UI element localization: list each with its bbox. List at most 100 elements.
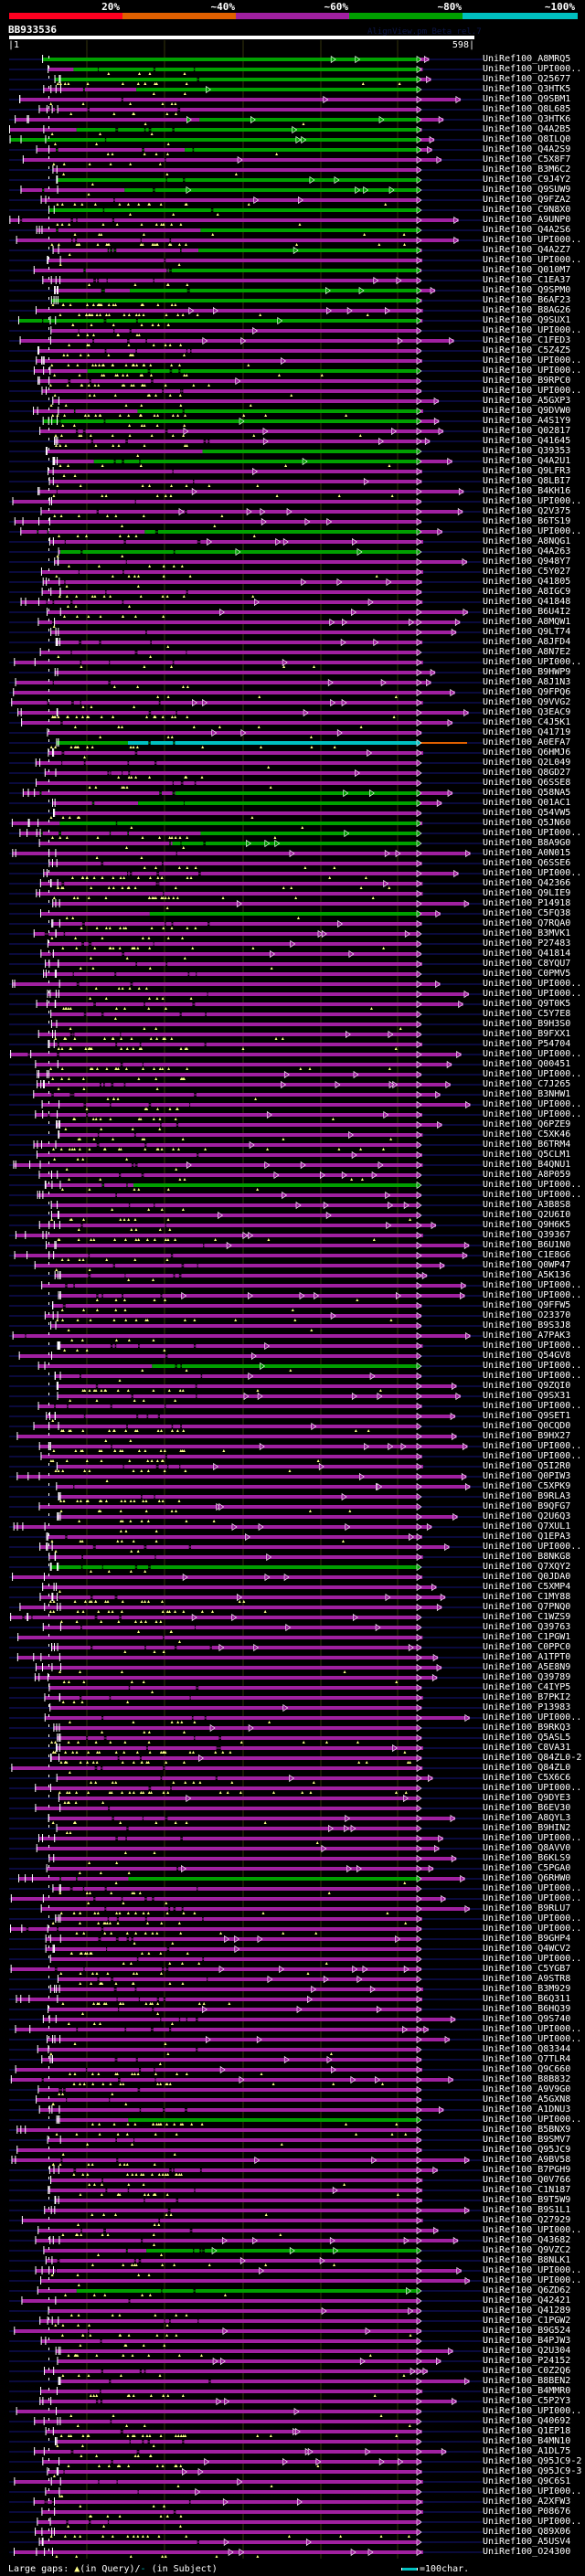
hit-label-link[interactable]: UniRef100_UPI000.. [483, 355, 582, 366]
alignment-row[interactable] [9, 1904, 483, 1914]
alignment-row[interactable] [9, 527, 483, 537]
alignment-row[interactable] [9, 1301, 483, 1311]
hit-label-link[interactable]: UniRef100_A8JFD4 [483, 637, 571, 647]
alignment-row[interactable] [9, 2226, 483, 2236]
alignment-row[interactable] [9, 1583, 483, 1593]
alignment-row[interactable] [9, 839, 483, 849]
alignment-row[interactable] [9, 1603, 483, 1613]
alignment-row[interactable] [9, 668, 483, 677]
alignment-row[interactable] [9, 417, 483, 427]
hit-label-link[interactable]: UniRef100_UPI000.. [483, 64, 582, 74]
alignment-row[interactable] [9, 1894, 483, 1904]
hit-label-link[interactable]: UniRef100_Q948Y7 [483, 557, 571, 567]
alignment-row[interactable] [9, 2387, 483, 2397]
alignment-row[interactable] [9, 1814, 483, 1824]
alignment-row[interactable] [9, 929, 483, 939]
alignment-row[interactable] [9, 1834, 483, 1844]
alignment-row[interactable] [9, 316, 483, 326]
alignment-row[interactable] [9, 1532, 483, 1542]
alignment-row[interactable] [9, 1221, 483, 1231]
alignment-row[interactable] [9, 769, 483, 779]
hit-label-link[interactable]: UniRef100_UPI000.. [483, 366, 582, 376]
hit-label-link[interactable]: UniRef100_Q9SPM0 [483, 285, 571, 295]
hit-label-link[interactable]: UniRef100_Q9FZA2 [483, 195, 571, 205]
alignment-row[interactable] [9, 1804, 483, 1813]
alignment-row[interactable] [9, 578, 483, 588]
alignment-row[interactable] [9, 2497, 483, 2507]
alignment-row[interactable] [9, 256, 483, 266]
alignment-row[interactable] [9, 447, 483, 457]
hit-label-link[interactable]: UniRef100_Q9VVG2 [483, 697, 571, 707]
alignment-row[interactable] [9, 608, 483, 618]
alignment-row[interactable] [9, 959, 483, 970]
alignment-row[interactable] [9, 1110, 483, 1120]
hit-label-link[interactable]: UniRef100_A8J1N3 [483, 677, 571, 687]
alignment-row[interactable] [9, 628, 483, 637]
alignment-row[interactable] [9, 145, 483, 155]
hit-label-link[interactable]: UniRef100_C5Z4Z5 [483, 345, 571, 355]
alignment-row[interactable] [9, 1150, 483, 1161]
alignment-row[interactable] [9, 2437, 483, 2447]
alignment-row[interactable] [9, 236, 483, 246]
hit-label-link[interactable]: UniRef100_A4S1Y9 [483, 416, 571, 426]
hit-label-link[interactable]: UniRef100_Q4A263 [483, 546, 571, 557]
alignment-row[interactable] [9, 2045, 483, 2055]
alignment-row[interactable] [9, 1261, 483, 1271]
hit-label-link[interactable]: UniRef100_C1EA37 [483, 275, 571, 285]
alignment-row[interactable] [9, 216, 483, 226]
alignment-row[interactable] [9, 1693, 483, 1703]
alignment-row[interactable] [9, 1130, 483, 1140]
alignment-row[interactable] [9, 829, 483, 839]
alignment-row[interactable] [9, 990, 483, 1000]
alignment-row[interactable] [9, 2256, 483, 2266]
alignment-row[interactable] [9, 859, 483, 869]
hit-label-link[interactable]: UniRef100_A5GXP3 [483, 396, 571, 406]
alignment-row[interactable] [9, 708, 483, 718]
alignment-row[interactable] [9, 1161, 483, 1171]
alignment-row[interactable] [9, 1291, 483, 1301]
alignment-row[interactable] [9, 1372, 483, 1382]
hit-label-link[interactable]: UniRef100_Q9SUW9 [483, 185, 571, 195]
alignment-row[interactable] [9, 718, 483, 728]
alignment-row[interactable] [9, 758, 483, 769]
alignment-row[interactable] [9, 1482, 483, 1491]
alignment-row[interactable] [9, 1422, 483, 1432]
alignment-row[interactable] [9, 1593, 483, 1603]
alignment-row[interactable] [9, 1472, 483, 1482]
alignment-row[interactable] [9, 779, 483, 789]
alignment-row[interactable] [9, 2156, 483, 2166]
alignment-row[interactable] [9, 2417, 483, 2427]
hit-label-link[interactable]: UniRef100_Q2V375 [483, 506, 571, 516]
hit-label-link[interactable]: UniRef100_Q25677 [483, 74, 571, 84]
alignment-row[interactable] [9, 1914, 483, 1924]
alignment-row[interactable] [9, 1633, 483, 1643]
alignment-row[interactable] [9, 326, 483, 336]
alignment-row[interactable] [9, 1171, 483, 1181]
alignment-row[interactable] [9, 507, 483, 517]
alignment-row[interactable] [9, 1402, 483, 1411]
alignment-row[interactable] [9, 2075, 483, 2085]
alignment-row[interactable] [9, 1663, 483, 1673]
alignment-row[interactable] [9, 2427, 483, 2437]
hit-label-link[interactable]: UniRef100_B9RPC0 [483, 376, 571, 386]
alignment-row[interactable] [9, 2236, 483, 2246]
alignment-row[interactable] [9, 909, 483, 919]
hit-label-link[interactable]: UniRef100_Q9LT74 [483, 627, 571, 637]
alignment-row[interactable] [9, 387, 483, 397]
alignment-row[interactable] [9, 2065, 483, 2075]
alignment-row[interactable] [9, 2005, 483, 2015]
alignment-row[interactable] [9, 688, 483, 698]
alignment-row[interactable] [9, 1563, 483, 1573]
alignment-row[interactable] [9, 55, 483, 64]
alignment-row[interactable] [9, 1362, 483, 1372]
alignment-row[interactable] [9, 1382, 483, 1392]
alignment-row[interactable] [9, 2367, 483, 2377]
alignment-row[interactable] [9, 899, 483, 909]
alignment-row[interactable] [9, 1764, 483, 1774]
alignment-row[interactable] [9, 125, 483, 135]
hit-label-link[interactable]: UniRef100_C5X8F7 [483, 154, 571, 164]
alignment-row[interactable] [9, 1673, 483, 1683]
alignment-row[interactable] [9, 135, 483, 145]
alignment-row[interactable] [9, 2347, 483, 2357]
alignment-row[interactable] [9, 2397, 483, 2406]
